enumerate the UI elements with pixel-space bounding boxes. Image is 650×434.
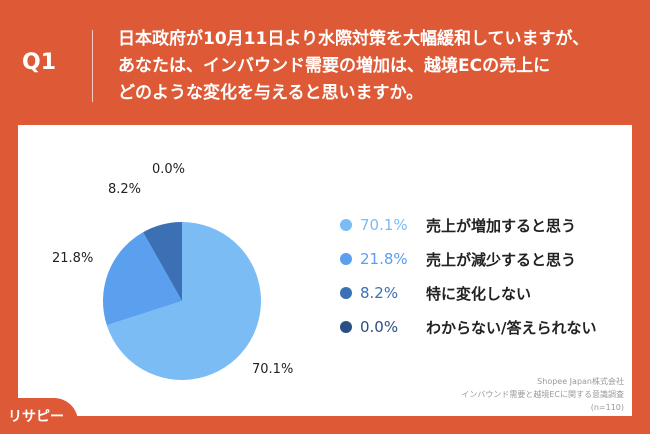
logo-text: リサピー [8, 409, 64, 425]
source-survey: インバウンド需要と越境ECに関する意識調査 [461, 390, 624, 399]
legend-item: 0.0% わからない/答えられない [340, 310, 596, 344]
legend-pct: 0.0% [360, 318, 399, 336]
slice-label-3: 0.0% [152, 162, 186, 177]
legend-pct: 21.8% [360, 250, 408, 268]
question-line: どのような変化を与えると思いますか。 [118, 83, 424, 103]
question-line: 日本政府が10月11日より水際対策を大幅緩和していますが、 [118, 29, 590, 49]
legend-item: 21.8% 売上が減少すると思う [340, 242, 596, 276]
slice-label-2: 8.2% [108, 182, 142, 197]
divider [92, 30, 93, 102]
question-text: 日本政府が10月11日より水際対策を大幅緩和していますが、 あなたは、インバウン… [118, 26, 638, 107]
source-n: (n=110) [590, 403, 624, 412]
legend-label: わからない/答えられない [426, 318, 597, 337]
legend: 70.1% 売上が増加すると思う 21.8% 売上が減少すると思う 8.2% 特に変化… [340, 208, 596, 344]
legend-pct: 8.2% [360, 284, 399, 302]
legend-dot [340, 321, 352, 333]
pie-slice-0 [106, 222, 261, 381]
pie-slice-2 [143, 222, 182, 301]
slice-label-0: 70.1% [252, 362, 294, 377]
legend-label: 売上が増加すると思う [426, 216, 577, 235]
legend-item: 8.2% 特に変化しない [340, 276, 596, 310]
legend-label: 売上が減少すると思う [426, 250, 577, 269]
pie-slice-1 [103, 232, 182, 326]
legend-item: 70.1% 売上が増加すると思う [340, 208, 596, 242]
source-note: Shopee Japan株式会社 インバウンド需要と越境ECに関する意識調査 (… [461, 375, 624, 414]
legend-label: 特に変化しない [426, 284, 532, 303]
legend-dot [340, 253, 352, 265]
slice-label-1: 21.8% [52, 251, 94, 266]
legend-dot [340, 219, 352, 231]
question-line: あなたは、インバウンド需要の増加は、越境ECの売上に [118, 56, 551, 76]
logo: リサピー [0, 398, 78, 434]
legend-pct: 70.1% [360, 216, 408, 234]
legend-dot [340, 287, 352, 299]
question-label: Q1 [22, 50, 57, 75]
source-company: Shopee Japan株式会社 [537, 377, 624, 386]
